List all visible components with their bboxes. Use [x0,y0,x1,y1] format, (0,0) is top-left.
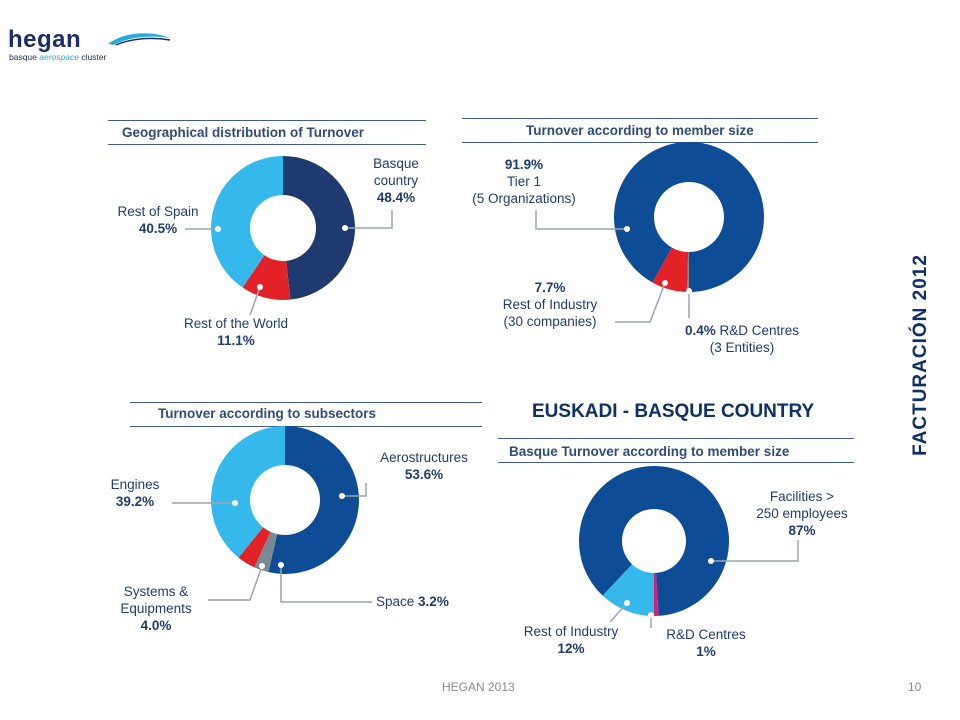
chart-basque-member-size [579,466,799,628]
page-number: 10 [908,680,922,694]
panel2-title: Turnover according to member size [526,123,754,138]
leader-dot-0-0 [342,225,348,231]
panel2-rule-bottom [462,142,818,143]
leader-dot-3-0 [648,612,654,618]
chart-member-size [535,142,765,323]
panel3-title: Turnover according to subsectors [158,406,377,421]
slice-2-1 [254,531,278,573]
slice-1-0 [687,251,689,292]
slice-0-1 [242,255,291,300]
panel3-rule-top [130,402,482,403]
panel4-rule-top [498,438,854,439]
label-rnd-centres-1: R&D Centres 1% [666,627,746,659]
label-rnd-centres-3: 0.4% R&D Centres (3 Entities) [684,323,800,355]
panel1-rule-top [108,120,426,121]
label-systems-equipments: Systems & Equipments 4.0% [120,584,192,633]
slice-2-2 [238,527,271,568]
logo-wordmark: hegan [8,26,82,53]
leader-line-3-1 [711,540,799,562]
panel4-rule-bottom [498,462,854,463]
panel2-rule-top [462,118,818,119]
label-rest-of-industry-30: 7.7% Rest of Industry (30 companies) [502,280,598,329]
leader-dot-3-2 [624,600,630,606]
slice-1-1 [652,247,689,292]
leader-line-2-1 [280,565,372,603]
slice-2-3 [210,426,285,558]
leader-dot-2-1 [278,562,284,568]
leader-dot-2-2 [259,563,265,569]
slice-0-2 [211,156,283,288]
hegan-logo: hegan basque aerospace cluster [8,26,178,68]
leader-line-1-2 [535,210,627,230]
label-facilities-250: Facilities > 250 employees 87% [756,489,848,538]
leader-line-2-2 [208,565,263,601]
leader-line-0-1 [249,286,261,316]
leader-dot-0-1 [257,284,263,290]
panel1-rule-bottom [108,144,426,145]
side-title-facturacion: FACTURACIÓN 2012 [910,254,931,456]
panel1-title: Geographical distribution of Turnover [122,125,365,140]
euskadi-title: EUSKADI - BASQUE COUNTRY [532,401,815,422]
label-aerostructures: Aerostructures 53.6% [380,450,468,482]
leader-dot-3-1 [708,558,714,564]
leader-dot-1-0 [686,288,692,294]
leader-line-2-0 [342,483,367,497]
leader-dot-0-2 [215,226,221,232]
chart-subsectors [172,426,372,603]
label-engines: Engines 39.2% [110,477,160,509]
slice-3-2 [602,564,654,616]
panel3-rule-bottom [130,426,482,427]
swoosh-icon [108,33,171,46]
label-rest-of-spain: Rest of Spain 40.5% [117,204,199,236]
footer-source: HEGAN 2013 [442,680,515,694]
leader-dot-1-2 [624,226,630,232]
leader-line-1-1 [615,282,666,323]
chart-geographical [185,156,393,316]
leader-dot-1-1 [662,280,668,286]
slice-3-1 [579,466,729,616]
panel4-title: Basque Turnover according to member size [509,444,790,459]
label-rest-of-world: Rest of the World 11.1% [183,316,289,348]
slice-0-0 [283,156,355,300]
label-basque-country: Basque country 48.4% [373,156,419,205]
logo-tagline: basque aerospace cluster [9,52,107,62]
label-space: Space 3.2% [376,594,449,609]
slice-3-0 [654,572,659,616]
slice-1-2 [614,142,765,292]
label-tier1: 91.9% Tier 1 (5 Organizations) [472,157,576,206]
leader-dot-2-0 [339,493,345,499]
label-rest-of-industry-12: Rest of Industry 12% [523,624,619,656]
leader-dot-2-3 [232,500,238,506]
slice-2-0 [268,426,359,574]
leader-line-0-0 [345,210,393,229]
leader-line-3-2 [609,602,628,623]
